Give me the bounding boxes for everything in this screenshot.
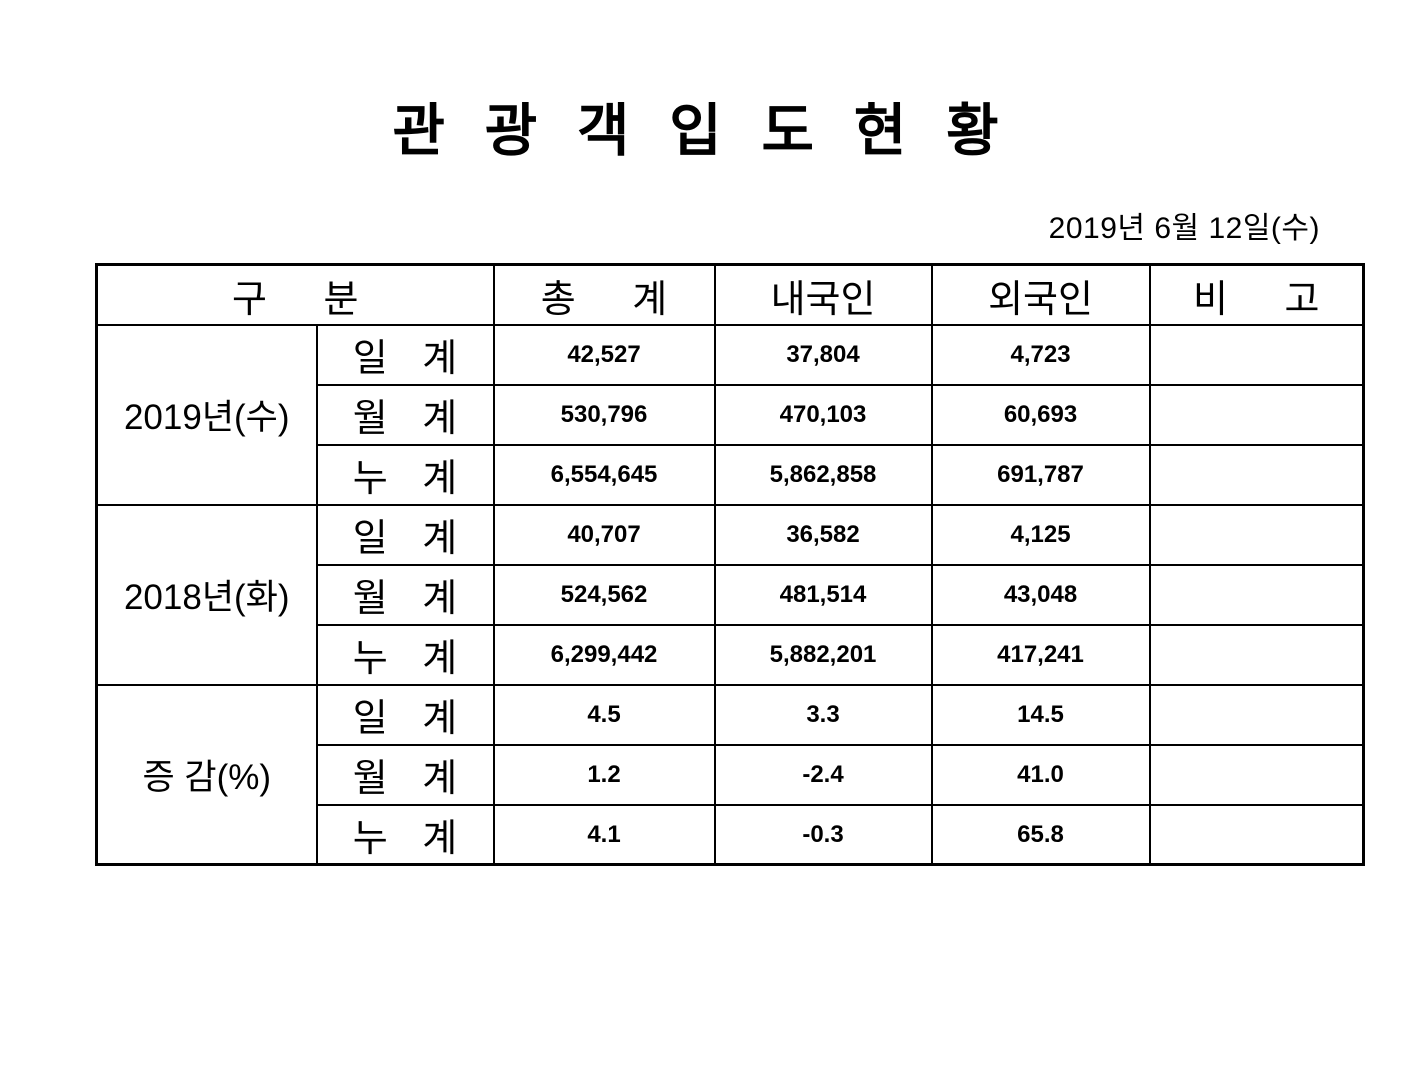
row-label-daily: 일 계 bbox=[315, 323, 495, 386]
table-row: 월 계 530,796 470,103 60,693 bbox=[97, 383, 1365, 446]
row-label-daily: 일 계 bbox=[315, 503, 495, 566]
cell-total: 40,707 bbox=[492, 503, 716, 566]
cell-domestic: 470,103 bbox=[713, 383, 933, 446]
cell-remarks bbox=[1148, 323, 1365, 386]
table-row: 누 계 6,299,442 5,882,201 417,241 bbox=[97, 623, 1365, 686]
cell-foreigner: 60,693 bbox=[930, 383, 1151, 446]
cell-total: 6,299,442 bbox=[492, 623, 716, 686]
cell-foreigner: 14.5 bbox=[930, 683, 1151, 746]
cell-domestic: 36,582 bbox=[713, 503, 933, 566]
cell-total: 1.2 bbox=[492, 743, 716, 806]
document-page: 관 광 객 입 도 현 황 2019년 6월 12일(수) 구 분 총 계 내국… bbox=[0, 96, 1403, 867]
page-title: 관 광 객 입 도 현 황 bbox=[392, 99, 1011, 163]
cell-remarks bbox=[1148, 623, 1365, 686]
table-row: 2019년(수) 일 계 42,527 37,804 4,723 bbox=[95, 323, 1365, 506]
cell-foreigner: 4,723 bbox=[930, 323, 1151, 386]
row-label-monthly: 월 계 bbox=[315, 743, 495, 806]
cell-remarks bbox=[1148, 443, 1365, 506]
cell-remarks bbox=[1148, 503, 1365, 566]
row-label-cumulative: 누 계 bbox=[315, 803, 495, 866]
cell-domestic: 37,804 bbox=[713, 323, 933, 386]
cell-foreigner: 43,048 bbox=[930, 563, 1151, 626]
cell-total: 530,796 bbox=[492, 383, 716, 446]
cell-domestic: 481,514 bbox=[713, 563, 933, 626]
table-row: 월 계 524,562 481,514 43,048 bbox=[97, 563, 1365, 626]
cell-domestic: 5,862,858 bbox=[713, 443, 933, 506]
group-label-2018: 2018년(화) bbox=[95, 503, 318, 686]
cell-remarks bbox=[1148, 683, 1365, 746]
col-header-total: 총 계 bbox=[492, 263, 716, 326]
cell-total: 524,562 bbox=[492, 563, 716, 626]
cell-foreigner: 417,241 bbox=[930, 623, 1151, 686]
group-label-2019: 2019년(수) bbox=[95, 323, 318, 506]
tourist-arrival-table: 구 분 총 계 내국인 외국인 비 고 2019년(수) 일 계 42,527 … bbox=[95, 263, 1366, 867]
report-date: 2019년 6월 12일(수) bbox=[1048, 212, 1320, 246]
cell-remarks bbox=[1148, 743, 1365, 806]
cell-total: 42,527 bbox=[492, 323, 716, 386]
col-header-foreigner: 외국인 bbox=[930, 263, 1151, 326]
row-label-cumulative: 누 계 bbox=[315, 443, 495, 506]
cell-remarks bbox=[1148, 563, 1365, 626]
cell-total: 4.5 bbox=[492, 683, 716, 746]
col-header-category: 구 분 bbox=[95, 263, 495, 326]
cell-remarks bbox=[1148, 803, 1365, 866]
cell-total: 6,554,645 bbox=[492, 443, 716, 506]
cell-foreigner: 65.8 bbox=[930, 803, 1151, 866]
cell-total: 4.1 bbox=[492, 803, 716, 866]
cell-foreigner: 41.0 bbox=[930, 743, 1151, 806]
cell-domestic: 5,882,201 bbox=[713, 623, 933, 686]
cell-domestic: -2.4 bbox=[713, 743, 933, 806]
row-label-monthly: 월 계 bbox=[315, 563, 495, 626]
table-row: 누 계 4.1 -0.3 65.8 bbox=[97, 803, 1365, 866]
table-row: 2018년(화) 일 계 40,707 36,582 4,125 bbox=[95, 503, 1365, 686]
col-header-domestic: 내국인 bbox=[713, 263, 933, 326]
row-label-monthly: 월 계 bbox=[315, 383, 495, 446]
table-row: 증 감(%) 일 계 4.5 3.3 14.5 bbox=[95, 683, 1365, 866]
group-label-change-pct: 증 감(%) bbox=[95, 683, 318, 866]
table-row: 누 계 6,554,645 5,862,858 691,787 bbox=[97, 443, 1365, 506]
cell-remarks bbox=[1148, 383, 1365, 446]
row-label-daily: 일 계 bbox=[315, 683, 495, 746]
cell-foreigner: 4,125 bbox=[930, 503, 1151, 566]
cell-domestic: -0.3 bbox=[713, 803, 933, 866]
table-row: 월 계 1.2 -2.4 41.0 bbox=[97, 743, 1365, 806]
cell-domestic: 3.3 bbox=[713, 683, 933, 746]
cell-foreigner: 691,787 bbox=[930, 443, 1151, 506]
table-header-row: 구 분 총 계 내국인 외국인 비 고 bbox=[95, 263, 1365, 326]
row-label-cumulative: 누 계 bbox=[315, 623, 495, 686]
col-header-remarks: 비 고 bbox=[1148, 263, 1365, 326]
